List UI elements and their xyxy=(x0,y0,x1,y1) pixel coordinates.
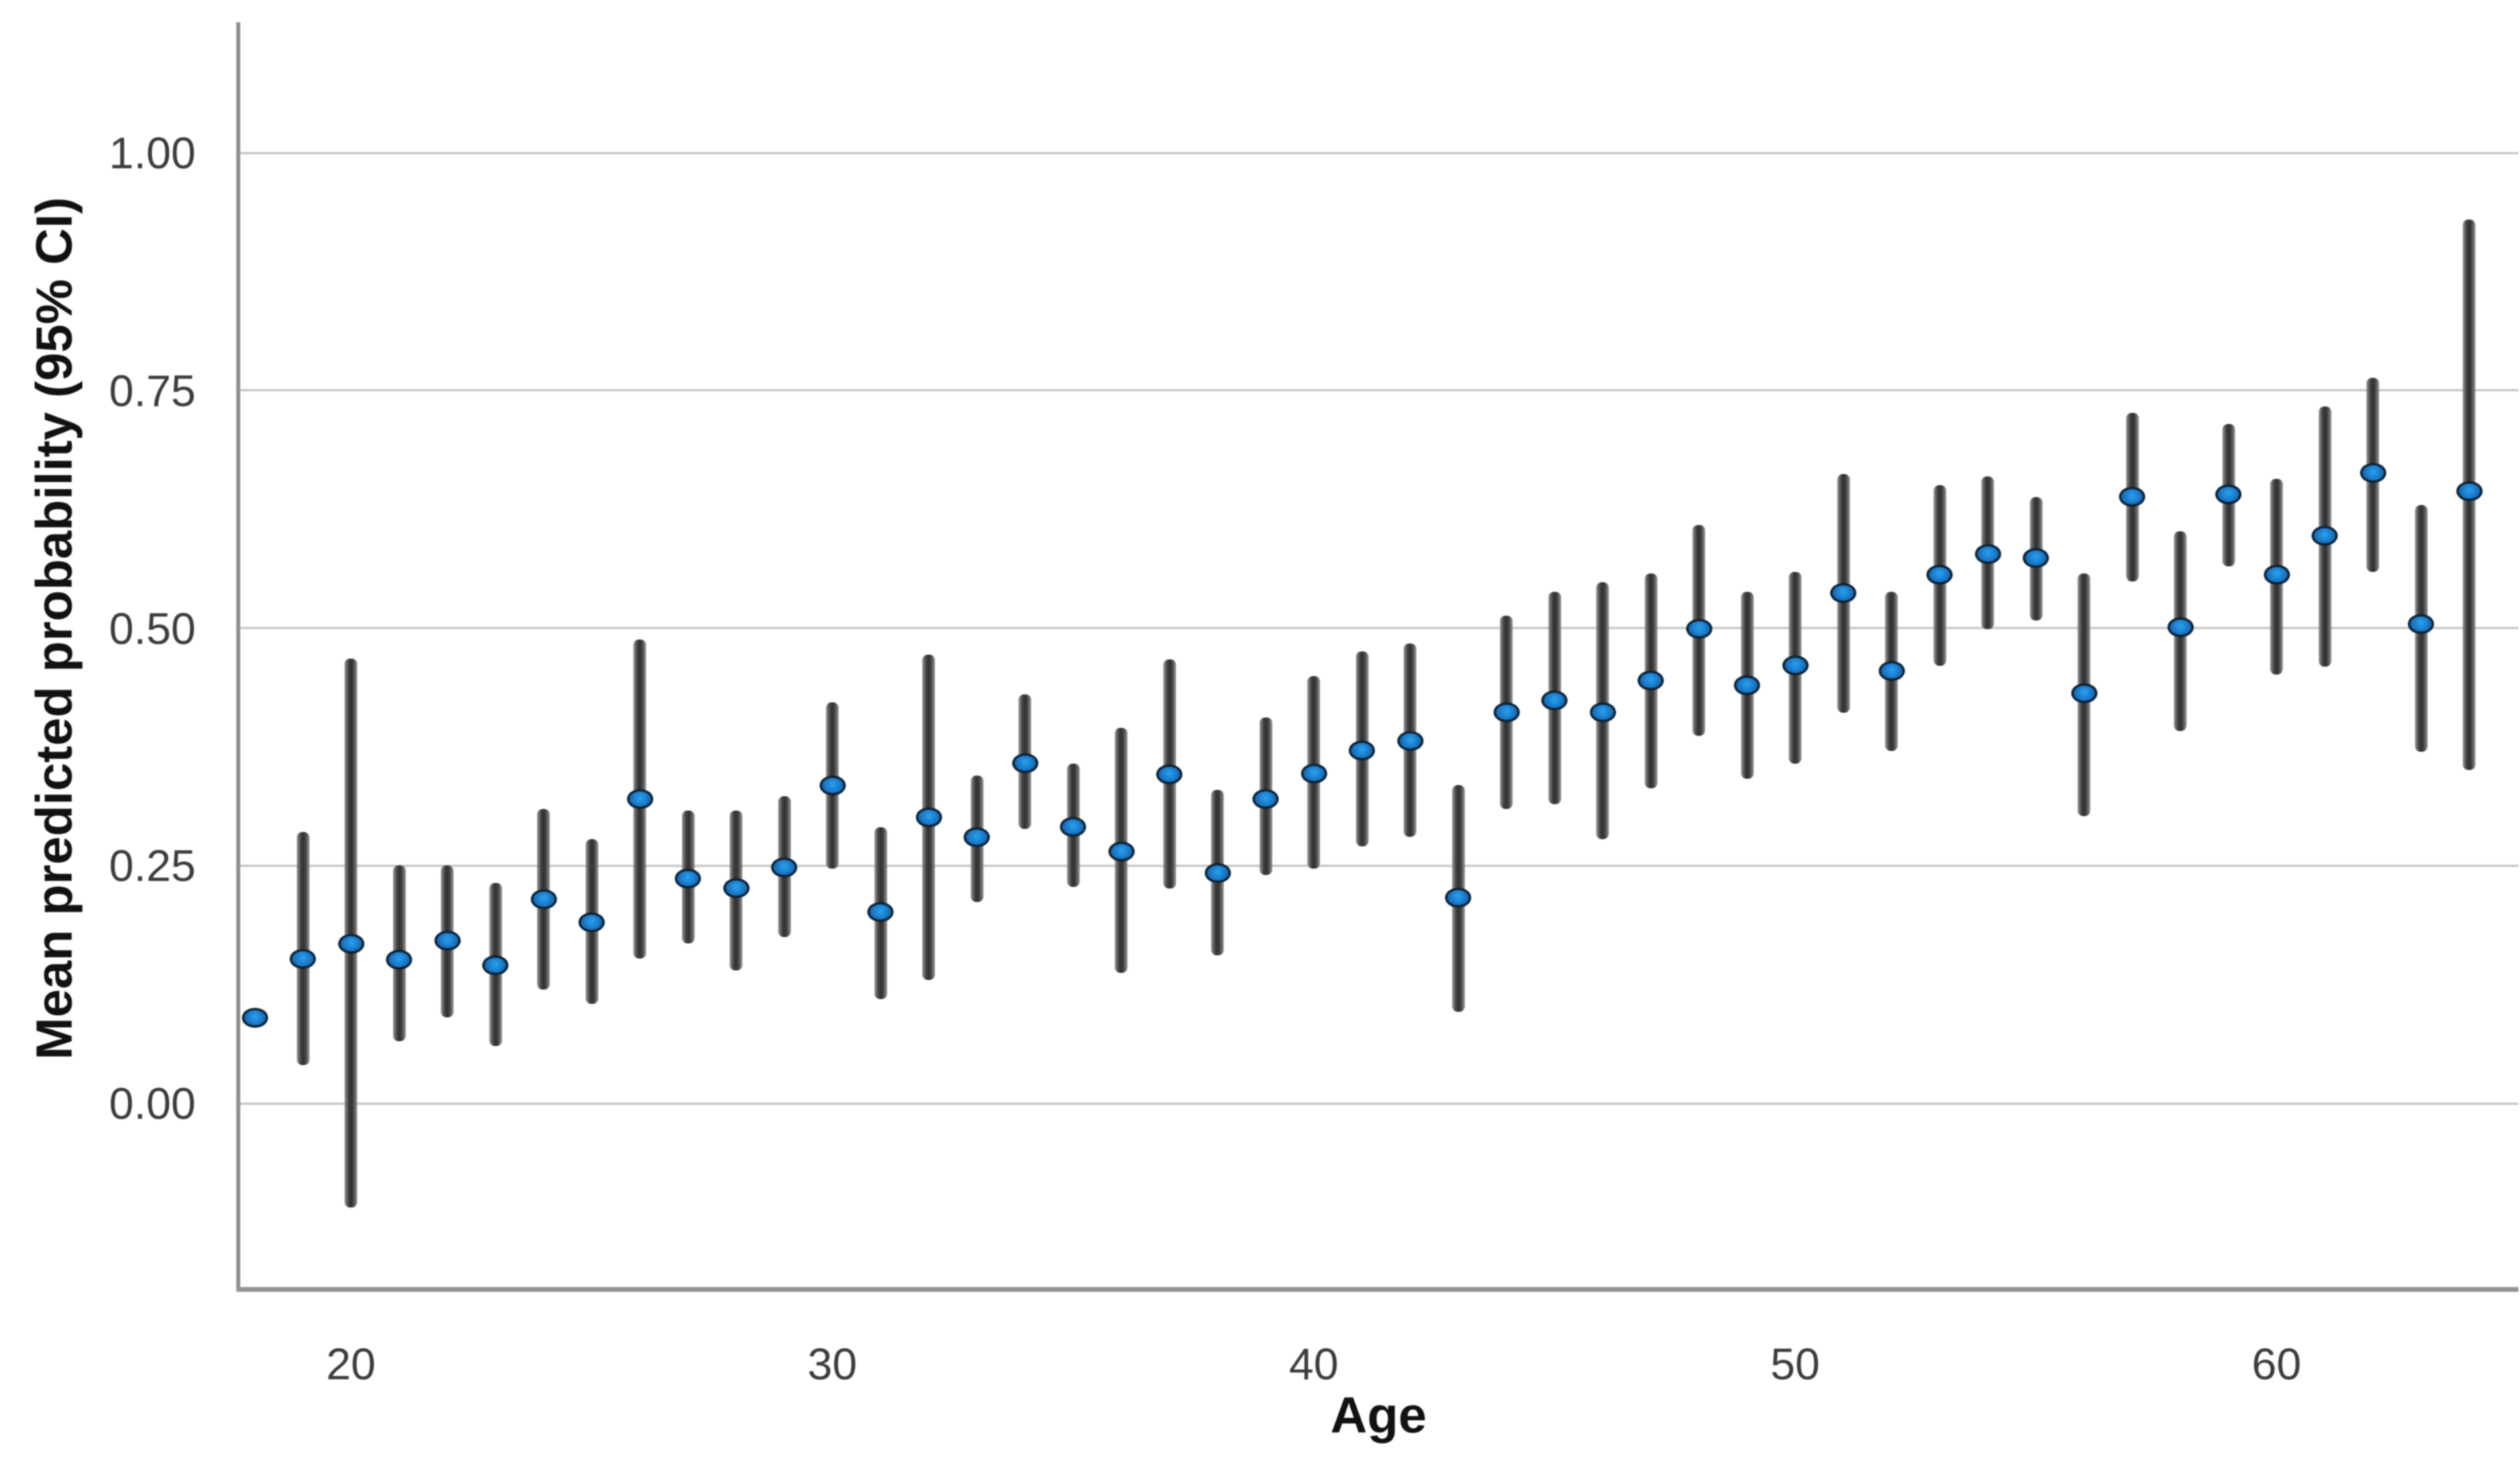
gridline-y-0.00 xyxy=(239,1102,2518,1105)
data-point-marker xyxy=(1685,619,1712,640)
x-axis-title: Age xyxy=(1330,1386,1427,1444)
data-point-marker xyxy=(2263,565,2290,585)
x-axis-line xyxy=(236,1287,2518,1292)
data-point-marker xyxy=(2215,484,2242,504)
data-point-marker xyxy=(2070,683,2097,704)
y-tick-label: 0.50 xyxy=(109,603,196,653)
data-point-marker xyxy=(867,902,894,923)
data-point-marker xyxy=(578,912,605,933)
data-point-marker xyxy=(1108,841,1135,861)
gridline-y-1.00 xyxy=(239,151,2518,154)
data-point-marker xyxy=(819,776,846,796)
data-point-marker xyxy=(1926,565,1953,585)
error-bar xyxy=(345,658,357,1208)
data-point-marker xyxy=(1638,670,1664,690)
data-point-marker xyxy=(915,807,942,827)
data-point-marker xyxy=(482,955,508,976)
data-point-marker xyxy=(1974,543,2001,564)
data-point-marker xyxy=(2119,487,2145,507)
x-tick-label: 60 xyxy=(2251,1339,2302,1389)
data-point-marker xyxy=(1782,655,1809,675)
data-point-marker xyxy=(434,931,461,951)
y-axis-line xyxy=(236,22,240,1292)
x-tick-label: 20 xyxy=(325,1339,376,1389)
data-point-marker xyxy=(1156,764,1182,785)
data-point-marker xyxy=(964,826,990,847)
data-point-marker xyxy=(1060,816,1086,837)
data-point-marker xyxy=(2167,616,2194,637)
data-point-marker xyxy=(1878,660,1905,681)
gridline-y-0.50 xyxy=(239,627,2518,629)
data-point-marker xyxy=(290,948,316,969)
x-tick-label: 50 xyxy=(1770,1339,1821,1389)
error-bar xyxy=(296,832,310,1066)
gridline-y-0.75 xyxy=(239,389,2518,392)
y-axis-title: Mean predicted probability (95% CI) xyxy=(25,196,83,1060)
data-point-marker xyxy=(386,950,412,970)
data-point-marker xyxy=(1396,731,1424,752)
y-tick-label: 0.25 xyxy=(109,840,196,891)
data-point-marker xyxy=(1445,888,1471,908)
data-point-marker xyxy=(2023,547,2049,568)
y-tick-label: 0.00 xyxy=(109,1078,196,1129)
y-tick-label: 1.00 xyxy=(109,127,196,178)
data-point-marker xyxy=(723,878,750,899)
data-point-marker xyxy=(337,933,364,954)
data-point-marker xyxy=(1734,675,1760,695)
data-point-marker xyxy=(1252,789,1279,810)
data-point-marker xyxy=(2408,614,2434,635)
data-point-marker xyxy=(771,857,797,878)
gridline-y-0.25 xyxy=(239,864,2518,867)
data-point-marker xyxy=(241,1007,268,1028)
data-point-marker xyxy=(2456,480,2483,501)
x-tick-label: 40 xyxy=(1288,1339,1339,1389)
data-point-marker xyxy=(2312,526,2338,546)
data-point-marker xyxy=(1830,582,1856,603)
data-point-marker xyxy=(626,789,653,810)
data-point-marker xyxy=(1541,690,1568,710)
data-point-marker xyxy=(1493,702,1520,723)
data-point-marker xyxy=(1204,863,1231,884)
data-point-marker xyxy=(2359,463,2386,484)
data-point-marker xyxy=(1589,702,1616,723)
y-tick-label: 0.75 xyxy=(109,365,196,416)
data-point-marker xyxy=(1349,741,1375,761)
data-point-marker xyxy=(1011,752,1038,773)
data-point-marker xyxy=(675,869,701,889)
x-tick-label: 30 xyxy=(807,1339,858,1389)
data-point-marker xyxy=(530,889,557,909)
data-point-marker xyxy=(1300,763,1327,784)
